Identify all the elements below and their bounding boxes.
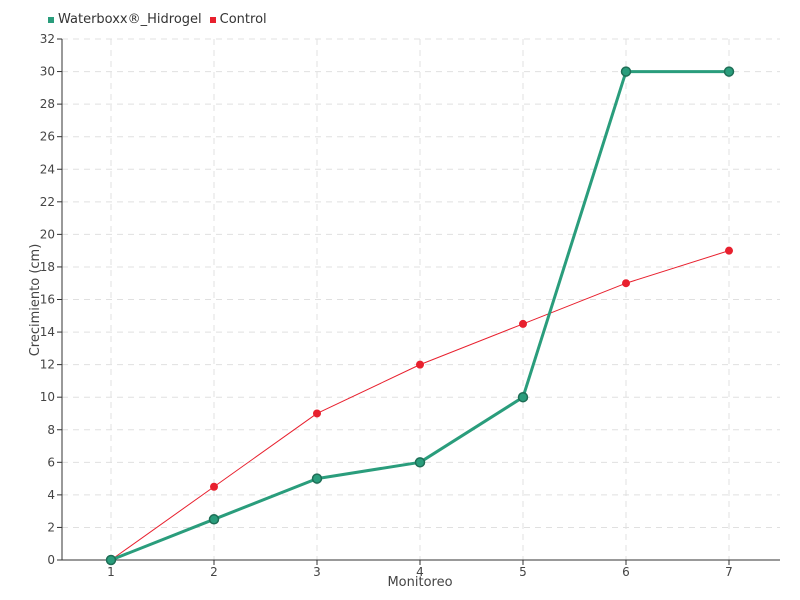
point-control-2	[210, 482, 218, 491]
point-waterboxx-5	[517, 391, 529, 403]
x-tick-label-3: 3	[313, 565, 321, 579]
legend-swatch-waterboxx	[48, 16, 54, 23]
y-tick-label-20: 20	[40, 227, 55, 241]
y-tick-label-2: 2	[47, 520, 55, 534]
y-tick-label-26: 26	[40, 130, 55, 144]
point-control-4	[416, 360, 424, 369]
grid-lines	[62, 38, 780, 560]
legend-item-control[interactable]: Control	[209, 12, 267, 27]
point-waterboxx-2	[208, 514, 220, 525]
y-tick-label-10: 10	[40, 390, 55, 404]
point-waterboxx-4	[414, 457, 426, 468]
point-waterboxx-3	[311, 473, 323, 484]
y-tick-label-14: 14	[40, 325, 55, 339]
x-axis-ticks: 1 2 3 4 5 6 7	[107, 560, 733, 579]
y-tick-label-32: 32	[40, 32, 55, 46]
series-layer	[105, 66, 735, 566]
legend-label-control: Control	[219, 12, 267, 27]
legend-item-waterboxx[interactable]: Waterboxx®_Hidrogel	[48, 12, 202, 27]
point-control-5	[519, 319, 527, 328]
point-waterboxx-6	[620, 66, 632, 77]
x-tick-label-4: 4	[416, 565, 424, 579]
point-control-7	[725, 246, 733, 255]
y-tick-label-4: 4	[47, 488, 55, 502]
y-tick-label-30: 30	[40, 65, 55, 79]
y-tick-label-24: 24	[40, 162, 55, 176]
y-tick-label-16: 16	[40, 293, 55, 307]
x-axis-title: Monitoreo	[387, 575, 452, 590]
x-tick-label-7: 7	[725, 565, 733, 579]
point-waterboxx-7	[723, 66, 735, 77]
y-tick-label-6: 6	[47, 455, 55, 469]
point-waterboxx-1	[105, 554, 117, 566]
chart-legend: Waterboxx®_Hidrogel Control	[48, 12, 275, 27]
y-tick-label-8: 8	[47, 423, 55, 437]
point-control-6	[622, 279, 630, 288]
y-tick-label-22: 22	[40, 195, 55, 209]
legend-swatch-control	[209, 16, 216, 23]
x-tick-label-6: 6	[622, 565, 630, 579]
x-tick-label-5: 5	[519, 565, 527, 579]
y-tick-label-28: 28	[40, 97, 55, 111]
y-tick-label-0: 0	[47, 553, 55, 567]
legend-label-waterboxx: Waterboxx®_Hidrogel	[58, 12, 202, 27]
y-axis-title: Crecimiento (cm)	[28, 244, 43, 357]
y-tick-label-12: 12	[40, 358, 55, 372]
y-tick-label-18: 18	[40, 260, 55, 274]
x-tick-label-2: 2	[210, 565, 218, 579]
point-control-3	[313, 409, 321, 418]
x-tick-label-1: 1	[107, 565, 115, 579]
